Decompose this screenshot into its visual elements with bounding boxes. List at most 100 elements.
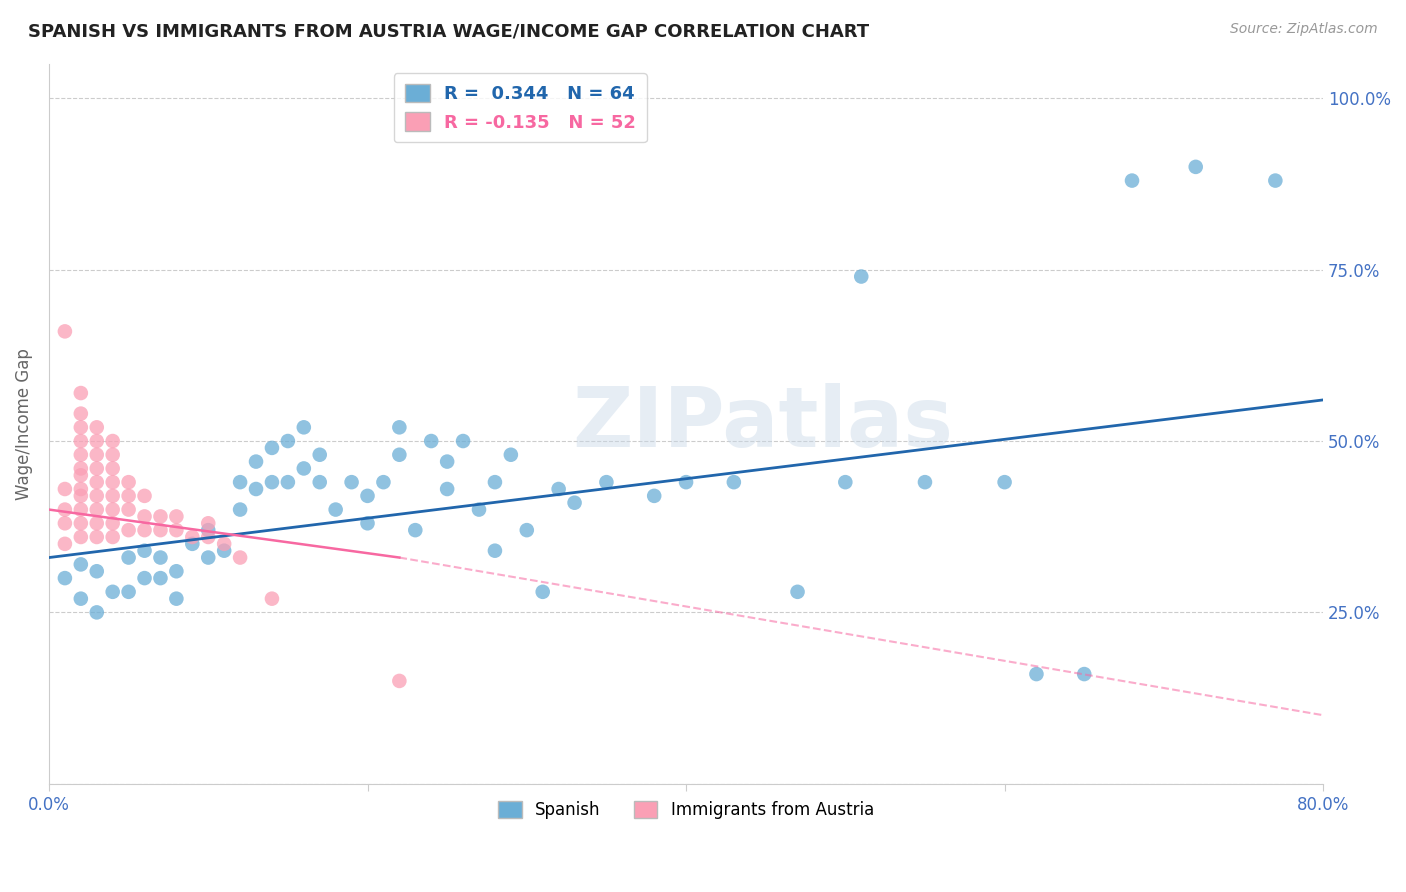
- Point: [181, 537, 204, 551]
- Point: [643, 489, 665, 503]
- Point: [101, 516, 124, 531]
- Point: [134, 489, 156, 503]
- Point: [1184, 160, 1206, 174]
- Point: [117, 489, 139, 503]
- Point: [484, 475, 506, 490]
- Point: [388, 420, 411, 434]
- Point: [277, 475, 299, 490]
- Point: [69, 530, 91, 544]
- Point: [1025, 667, 1047, 681]
- Point: [86, 564, 108, 578]
- Point: [260, 475, 283, 490]
- Point: [197, 530, 219, 544]
- Point: [499, 448, 522, 462]
- Point: [69, 558, 91, 572]
- Point: [245, 482, 267, 496]
- Point: [134, 523, 156, 537]
- Point: [165, 523, 187, 537]
- Point: [149, 523, 172, 537]
- Point: [86, 461, 108, 475]
- Point: [229, 502, 252, 516]
- Point: [1121, 173, 1143, 187]
- Point: [165, 564, 187, 578]
- Point: [69, 448, 91, 462]
- Point: [834, 475, 856, 490]
- Point: [212, 537, 235, 551]
- Point: [69, 420, 91, 434]
- Point: [277, 434, 299, 448]
- Point: [484, 543, 506, 558]
- Point: [675, 475, 697, 490]
- Point: [197, 523, 219, 537]
- Point: [531, 584, 554, 599]
- Point: [101, 448, 124, 462]
- Point: [595, 475, 617, 490]
- Point: [260, 591, 283, 606]
- Point: [69, 468, 91, 483]
- Point: [86, 448, 108, 462]
- Point: [165, 509, 187, 524]
- Point: [69, 502, 91, 516]
- Point: [165, 591, 187, 606]
- Point: [101, 461, 124, 475]
- Point: [212, 543, 235, 558]
- Point: [516, 523, 538, 537]
- Point: [86, 516, 108, 531]
- Text: SPANISH VS IMMIGRANTS FROM AUSTRIA WAGE/INCOME GAP CORRELATION CHART: SPANISH VS IMMIGRANTS FROM AUSTRIA WAGE/…: [28, 22, 869, 40]
- Point: [914, 475, 936, 490]
- Y-axis label: Wage/Income Gap: Wage/Income Gap: [15, 348, 32, 500]
- Point: [86, 606, 108, 620]
- Point: [69, 434, 91, 448]
- Point: [86, 475, 108, 490]
- Point: [547, 482, 569, 496]
- Legend: Spanish, Immigrants from Austria: Spanish, Immigrants from Austria: [492, 794, 880, 826]
- Point: [53, 516, 76, 531]
- Point: [786, 584, 808, 599]
- Point: [308, 448, 330, 462]
- Point: [117, 584, 139, 599]
- Point: [69, 591, 91, 606]
- Point: [325, 502, 347, 516]
- Point: [245, 454, 267, 468]
- Point: [356, 516, 378, 531]
- Point: [53, 482, 76, 496]
- Point: [69, 516, 91, 531]
- Point: [388, 673, 411, 688]
- Point: [86, 434, 108, 448]
- Point: [53, 571, 76, 585]
- Point: [994, 475, 1017, 490]
- Point: [1264, 173, 1286, 187]
- Point: [197, 516, 219, 531]
- Point: [117, 550, 139, 565]
- Point: [420, 434, 443, 448]
- Point: [723, 475, 745, 490]
- Point: [53, 502, 76, 516]
- Point: [308, 475, 330, 490]
- Point: [451, 434, 474, 448]
- Point: [292, 420, 315, 434]
- Point: [149, 550, 172, 565]
- Text: ZIPatlas: ZIPatlas: [572, 384, 953, 465]
- Text: Source: ZipAtlas.com: Source: ZipAtlas.com: [1230, 22, 1378, 37]
- Point: [229, 475, 252, 490]
- Point: [101, 584, 124, 599]
- Point: [468, 502, 491, 516]
- Point: [86, 530, 108, 544]
- Point: [404, 523, 426, 537]
- Point: [436, 482, 458, 496]
- Point: [564, 496, 586, 510]
- Point: [101, 502, 124, 516]
- Point: [86, 489, 108, 503]
- Point: [356, 489, 378, 503]
- Point: [53, 537, 76, 551]
- Point: [149, 509, 172, 524]
- Point: [69, 407, 91, 421]
- Point: [101, 489, 124, 503]
- Point: [1073, 667, 1095, 681]
- Point: [388, 448, 411, 462]
- Point: [851, 269, 873, 284]
- Point: [53, 324, 76, 338]
- Point: [69, 461, 91, 475]
- Point: [373, 475, 395, 490]
- Point: [117, 523, 139, 537]
